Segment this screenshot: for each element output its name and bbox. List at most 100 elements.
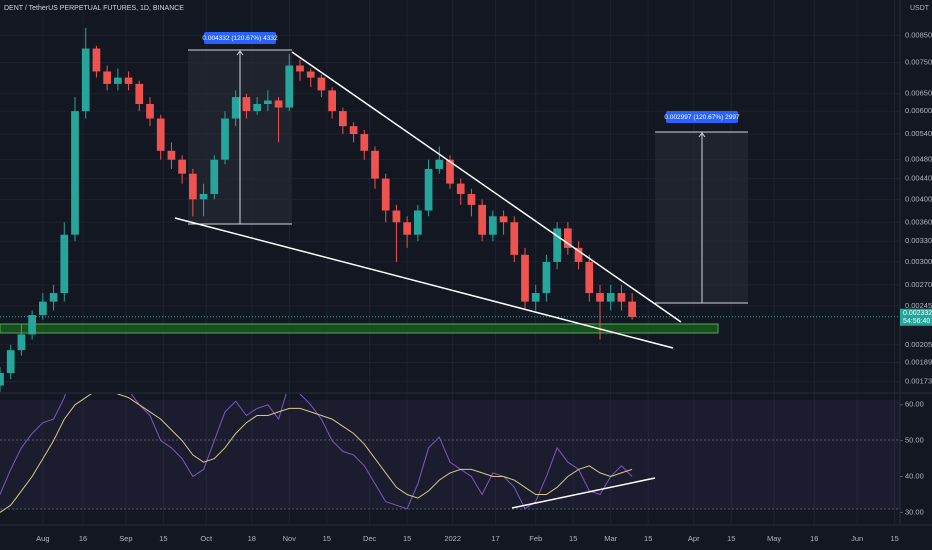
rsi-line [0, 394, 633, 510]
candle-body [392, 210, 401, 223]
candle-body [510, 222, 519, 255]
candle-body [306, 71, 315, 78]
candle-body [167, 150, 176, 160]
x-tick-label: Nov [283, 534, 297, 543]
candle-body [199, 193, 208, 200]
candle-body [521, 254, 529, 302]
candle-body [124, 77, 133, 84]
rsi-trend-line [511, 477, 656, 509]
candle-body [328, 90, 336, 112]
trend-line [174, 217, 674, 349]
candle-body [456, 183, 465, 194]
support-zone [0, 323, 719, 334]
measure-label-box [666, 111, 738, 123]
candle-body [189, 173, 197, 200]
candle-body [446, 159, 454, 184]
candle-body [424, 168, 433, 211]
y-tick-label: 30.00 [905, 507, 924, 516]
x-tick-label: 2022 [444, 534, 461, 543]
candle-body [296, 65, 304, 72]
measure-label: 0.004332 (120.67%) 4332 [202, 35, 278, 42]
candle-body [339, 111, 347, 127]
measure-arrowhead [698, 132, 706, 138]
last-price-box [900, 308, 932, 326]
candle-body [381, 178, 390, 211]
candle-body [17, 334, 26, 351]
x-tick-label: Feb [529, 534, 542, 543]
x-tick-label: 15 [159, 534, 167, 543]
candles [0, 27, 900, 392]
candle-body [542, 261, 551, 294]
x-tick-label: Mar [604, 534, 617, 543]
y-tick-label: 40.00 [905, 472, 924, 481]
x-tick-label: Apr [688, 534, 700, 543]
candle-body [349, 126, 358, 135]
candle-body [489, 216, 497, 235]
candle-body [596, 293, 604, 302]
candle-body [617, 293, 626, 302]
x-tick-label: May [767, 534, 781, 543]
x-tick-label: 15 [644, 534, 652, 543]
candle-body [135, 83, 144, 105]
trend-line [291, 51, 682, 323]
candle-body [606, 293, 615, 302]
x-tick-label: Aug [36, 534, 49, 543]
rsi-line [0, 394, 633, 513]
candle-body [81, 48, 90, 112]
candle-body [564, 228, 572, 248]
candle-body [499, 216, 508, 223]
candle-body [253, 104, 261, 112]
x-tick-label: 16 [79, 534, 87, 543]
candle-body [103, 71, 111, 84]
x-tick-label: 15 [569, 534, 577, 543]
candle-body [60, 234, 69, 294]
x-tick-label: 15 [890, 534, 898, 543]
x-tick-label: Oct [200, 534, 213, 543]
y-tick-label: 60.00 [905, 400, 924, 409]
y-tick-label: 50.00 [905, 436, 924, 445]
candle-body [39, 301, 47, 316]
chart-title: DENT / TetherUS PERPETUAL FUTURES, 1D, B… [4, 5, 184, 12]
candle-body [114, 77, 122, 84]
candle-body [178, 159, 186, 174]
rsi-band [0, 400, 900, 509]
x-tick-label: Sep [119, 534, 132, 543]
candle-body [435, 159, 444, 169]
candle-body [403, 222, 411, 235]
candle-body [585, 261, 594, 294]
x-tick-label: 15 [403, 534, 411, 543]
candle-body [146, 104, 154, 119]
measure-arrowhead [236, 50, 244, 56]
candle-body [274, 100, 283, 108]
candle-body [92, 48, 101, 72]
candle-body [49, 293, 58, 302]
candle-body [0, 373, 4, 386]
x-tick-label: Jun [851, 534, 863, 543]
measure-label: 0.002997 (120.67%) 2997 [664, 114, 740, 121]
candle-body [231, 97, 240, 119]
candle-body [71, 111, 79, 235]
last-price-label: 0.002332 [903, 310, 932, 317]
candle-body [478, 204, 486, 235]
x-tick-label: 18 [248, 534, 256, 543]
candle-body [467, 193, 476, 205]
candle-body [360, 134, 369, 151]
candle-body [242, 97, 251, 112]
x-tick-label: 15 [323, 534, 331, 543]
candle-body [285, 65, 294, 108]
axis-unit: USDT [910, 5, 930, 12]
candle-body [28, 315, 36, 335]
candle-body [553, 228, 561, 262]
